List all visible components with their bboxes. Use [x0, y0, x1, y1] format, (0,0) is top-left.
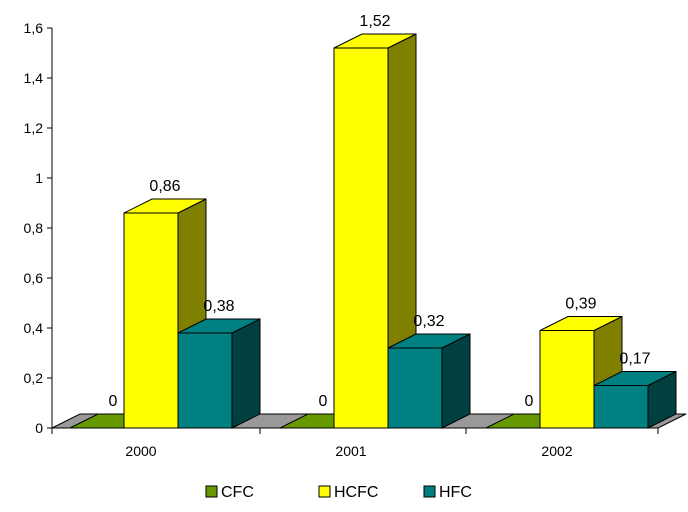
- data-label: 0,38: [203, 298, 234, 315]
- legend-swatch-cfc: [205, 485, 218, 498]
- data-label: 0,17: [619, 351, 650, 368]
- y-tick-label: 1,4: [24, 70, 44, 86]
- legend-swatch-hcfc: [318, 485, 331, 498]
- bar-top: [177, 318, 261, 334]
- bar-top: [123, 198, 207, 214]
- data-label: 0: [319, 393, 328, 410]
- bar-hcfc-2001: [333, 47, 389, 429]
- bar-top: [539, 316, 623, 331]
- x-tick-label: 2002: [541, 443, 572, 459]
- y-tick-label: 0,6: [24, 270, 44, 286]
- data-label: 0,32: [413, 313, 444, 330]
- legend-swatch-hfc: [423, 485, 436, 498]
- bar-side: [231, 318, 261, 429]
- bar-hfc-2000: [177, 332, 233, 429]
- legend-label-hfc: HFC: [439, 484, 472, 501]
- bar-top: [593, 371, 677, 386]
- bar-side: [441, 333, 471, 429]
- y-tick-label: 0: [35, 420, 43, 436]
- y-tick-label: 1,6: [24, 20, 44, 36]
- x-tick-label: 2000: [125, 443, 156, 459]
- data-label: 0: [525, 393, 534, 410]
- bar-hcfc-2002: [539, 330, 595, 429]
- y-tick-label: 0,4: [24, 320, 44, 336]
- legend-label-cfc: CFC: [221, 484, 254, 501]
- bar-hfc-2001: [387, 347, 443, 429]
- legend-label-hcfc: HCFC: [334, 484, 378, 501]
- data-label: 0,86: [149, 178, 180, 195]
- bar-top: [387, 333, 471, 349]
- y-tick-label: 1: [35, 170, 43, 186]
- y-tick-label: 1,2: [24, 120, 44, 136]
- bar-hfc-2002: [593, 385, 649, 429]
- data-label: 1,52: [359, 13, 390, 30]
- y-tick-label: 0,2: [24, 370, 44, 386]
- bar-top: [333, 33, 417, 49]
- data-label: 0: [109, 393, 118, 410]
- bar-hcfc-2000: [123, 212, 179, 429]
- x-tick-label: 2001: [335, 443, 366, 459]
- data-label: 0,39: [565, 296, 596, 313]
- y-tick-label: 0,8: [24, 220, 44, 236]
